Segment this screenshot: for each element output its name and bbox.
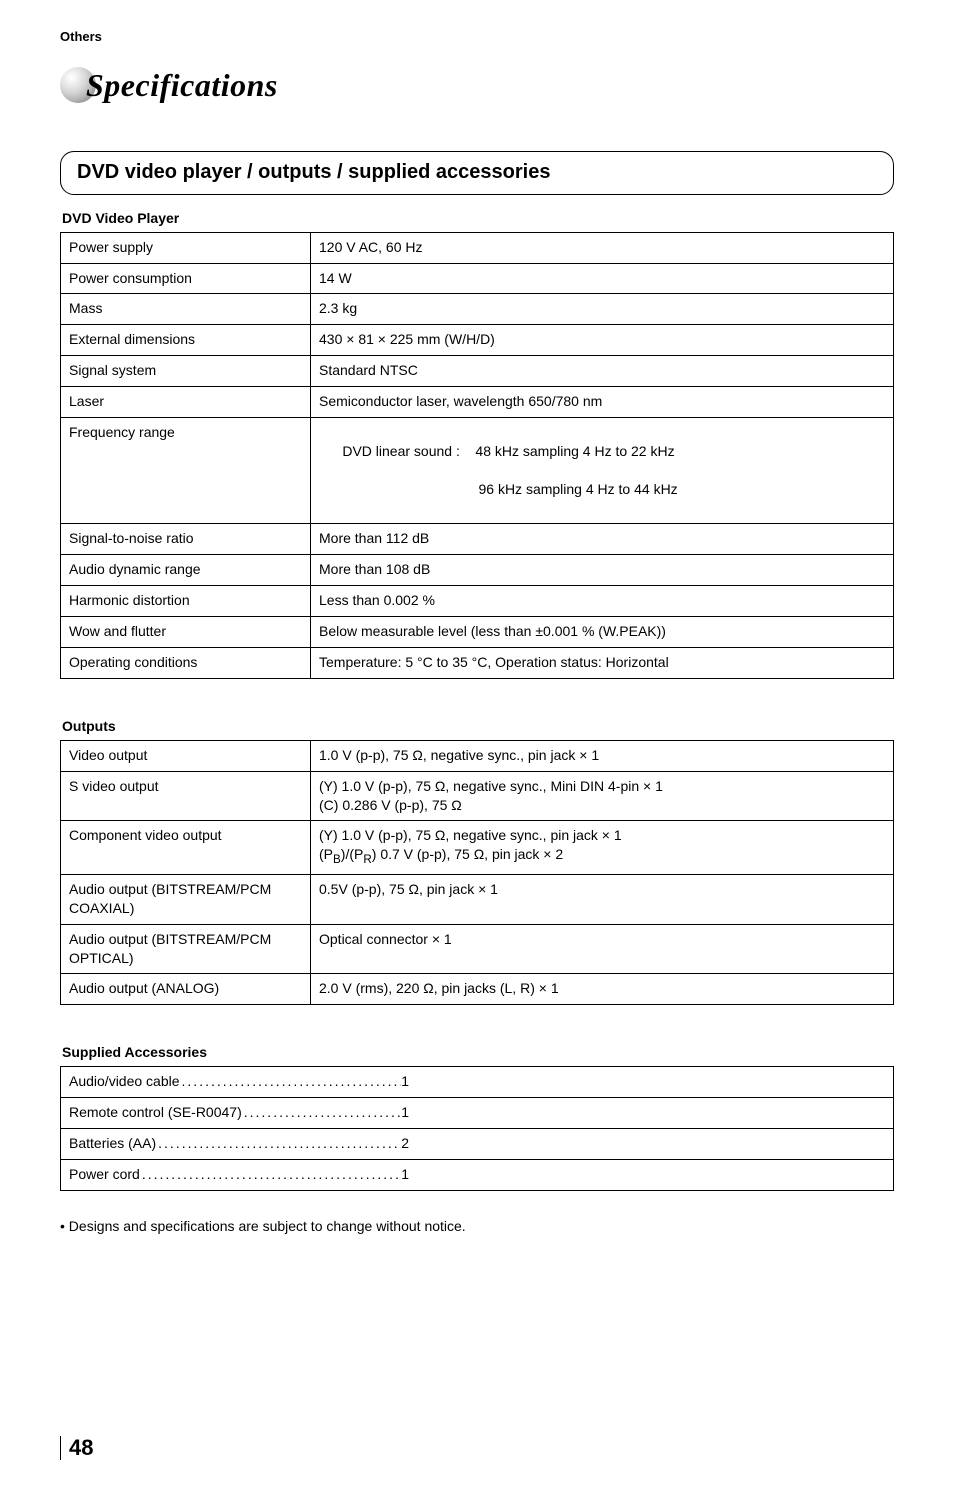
table-row: Signal-to-noise ratioMore than 112 dB [61,524,894,555]
table-row: Wow and flutterBelow measurable level (l… [61,617,894,648]
section-corner-label: Others [60,28,894,46]
supplied-cell: Remote control (SE-R0047) ..............… [61,1098,894,1129]
supplied-subhead: Supplied Accessories [62,1043,894,1062]
cell-value: More than 108 dB [311,555,894,586]
coax-label-line1: Audio output (BITSTREAM/PCM [69,881,271,897]
cell-value: 1.0 V (p-p), 75 Ω, negative sync., pin j… [311,740,894,771]
cell-value: More than 112 dB [311,524,894,555]
component-line2: (PB)/(PR) 0.7 V (p-p), 75 Ω, pin jack × … [319,846,563,862]
table-row: Component video output (Y) 1.0 V (p-p), … [61,821,894,874]
cell-label: Audio output (ANALOG) [61,974,311,1005]
cell-value: Below measurable level (less than ±0.001… [311,617,894,648]
dot-leader: ........................................… [180,1072,402,1091]
supplied-cell: Batteries (AA) .........................… [61,1129,894,1160]
cell-label: Component video output [61,821,311,874]
cell-label: Harmonic distortion [61,586,311,617]
cell-label: Video output [61,740,311,771]
cell-label: Signal-to-noise ratio [61,524,311,555]
freq-line2: 96 kHz sampling 4 Hz to 44 kHz [342,481,677,497]
table-row: Power supply120 V AC, 60 Hz [61,232,894,263]
supplied-label: Batteries (AA) [69,1134,156,1153]
supplied-cell: Audio/video cable ......................… [61,1067,894,1098]
optical-label-line1: Audio output (BITSTREAM/PCM [69,931,271,947]
cell-label: Operating conditions [61,647,311,678]
cell-value: Optical connector × 1 [311,924,894,974]
player-subhead: DVD Video Player [62,209,894,228]
table-row: Harmonic distortionLess than 0.002 % [61,586,894,617]
cell-label: External dimensions [61,325,311,356]
svideo-line1: (Y) 1.0 V (p-p), 75 Ω, negative sync., M… [319,778,663,794]
section-heading-bar: DVD video player / outputs / supplied ac… [60,151,894,195]
table-row: External dimensions430 × 81 × 225 mm (W/… [61,325,894,356]
supplied-qty: 1 [401,1103,409,1122]
table-row: Audio output (ANALOG)2.0 V (rms), 220 Ω,… [61,974,894,1005]
cell-value: Standard NTSC [311,356,894,387]
cell-label: Audio dynamic range [61,555,311,586]
supplied-table: Audio/video cable ......................… [60,1066,894,1191]
table-row: LaserSemiconductor laser, wavelength 650… [61,387,894,418]
outputs-subhead: Outputs [62,717,894,736]
table-row: Mass2.3 kg [61,294,894,325]
svideo-line2: (C) 0.286 V (p-p), 75 Ω [319,797,462,813]
cell-label: S video output [61,771,311,821]
cell-value: DVD linear sound : 48 kHz sampling 4 Hz … [311,417,894,523]
footnote: • Designs and specifications are subject… [60,1217,894,1236]
supplied-cell: Power cord .............................… [61,1159,894,1190]
optical-label-line2: OPTICAL) [69,950,134,966]
outputs-table: Video output1.0 V (p-p), 75 Ω, negative … [60,740,894,1006]
supplied-label: Power cord [69,1165,140,1184]
coax-label-line2: COAXIAL) [69,900,134,916]
cell-label: Audio output (BITSTREAM/PCM COAXIAL) [61,874,311,924]
table-row: Batteries (AA) .........................… [61,1129,894,1160]
cell-label: Frequency range [61,417,311,523]
table-row: Video output1.0 V (p-p), 75 Ω, negative … [61,740,894,771]
cell-value: 0.5V (p-p), 75 Ω, pin jack × 1 [311,874,894,924]
table-row: Audio dynamic rangeMore than 108 dB [61,555,894,586]
cell-label: Power supply [61,232,311,263]
title-row: Specifications [60,64,894,107]
supplied-label: Audio/video cable [69,1072,180,1091]
page-number: 48 [60,1436,93,1460]
table-row: Remote control (SE-R0047) ..............… [61,1098,894,1129]
table-row: Operating conditionsTemperature: 5 °C to… [61,647,894,678]
cell-label: Laser [61,387,311,418]
component-line1: (Y) 1.0 V (p-p), 75 Ω, negative sync., p… [319,827,622,843]
dot-leader: ........................................… [156,1134,401,1153]
table-row: Power consumption14 W [61,263,894,294]
cell-label: Mass [61,294,311,325]
supplied-qty: 1 [401,1072,409,1091]
cell-value: 2.0 V (rms), 220 Ω, pin jacks (L, R) × 1 [311,974,894,1005]
table-row: Audio output (BITSTREAM/PCM OPTICAL) Opt… [61,924,894,974]
supplied-label: Remote control (SE-R0047) [69,1103,242,1122]
table-row: Audio output (BITSTREAM/PCM COAXIAL) 0.5… [61,874,894,924]
cell-value: 430 × 81 × 225 mm (W/H/D) [311,325,894,356]
table-row: Signal systemStandard NTSC [61,356,894,387]
cell-label: Signal system [61,356,311,387]
page-title: Specifications [86,64,278,107]
table-row: Audio/video cable ......................… [61,1067,894,1098]
cell-value: (Y) 1.0 V (p-p), 75 Ω, negative sync., p… [311,821,894,874]
cell-value: 2.3 kg [311,294,894,325]
cell-label: Wow and flutter [61,617,311,648]
dot-leader: ........................................… [242,1103,401,1122]
player-table: Power supply120 V AC, 60 Hz Power consum… [60,232,894,679]
cell-value: Temperature: 5 °C to 35 °C, Operation st… [311,647,894,678]
table-row: S video output (Y) 1.0 V (p-p), 75 Ω, ne… [61,771,894,821]
cell-value: Semiconductor laser, wavelength 650/780 … [311,387,894,418]
dot-leader: ........................................… [140,1165,401,1184]
cell-value: Less than 0.002 % [311,586,894,617]
supplied-qty: 1 [401,1165,409,1184]
freq-line1: DVD linear sound : 48 kHz sampling 4 Hz … [342,443,674,459]
cell-value: 14 W [311,263,894,294]
cell-value: (Y) 1.0 V (p-p), 75 Ω, negative sync., M… [311,771,894,821]
table-row: Power cord .............................… [61,1159,894,1190]
table-row: Frequency range DVD linear sound : 48 kH… [61,417,894,523]
cell-label: Power consumption [61,263,311,294]
supplied-qty: 2 [401,1134,409,1153]
cell-label: Audio output (BITSTREAM/PCM OPTICAL) [61,924,311,974]
cell-value: 120 V AC, 60 Hz [311,232,894,263]
